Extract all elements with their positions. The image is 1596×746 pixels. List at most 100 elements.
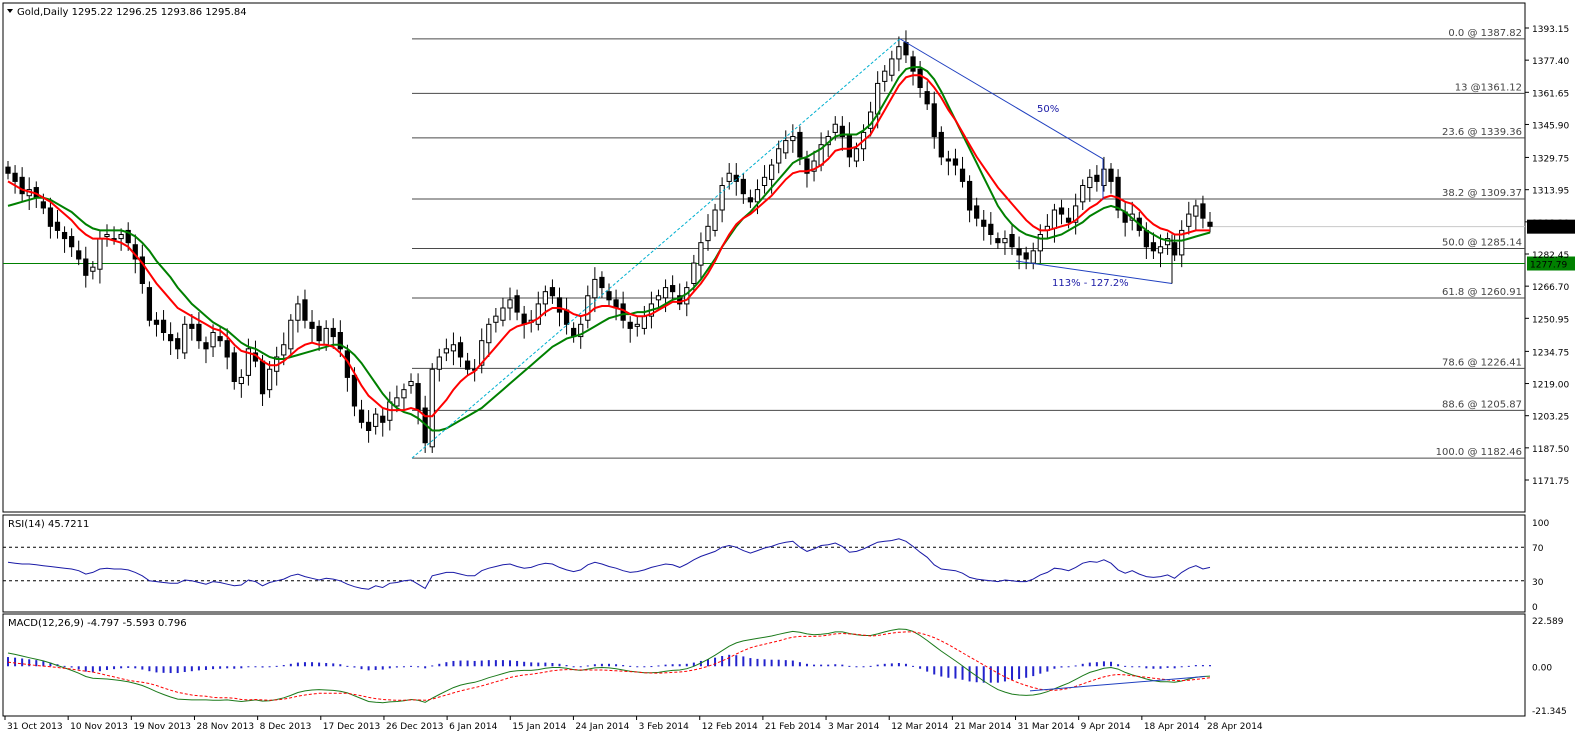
candle-bear [521, 313, 527, 325]
macd-title: MACD(12,26,9) -4.797 -5.593 0.796 [8, 618, 187, 629]
macd-histogram-bar [544, 662, 547, 667]
rsi-title: RSI(14) 45.7211 [8, 519, 89, 530]
macd-histogram-bar [42, 661, 45, 667]
candle-bull [288, 319, 294, 350]
support-line[interactable]: 1277.79 1295.84 [3, 219, 1575, 271]
candle-bear [988, 223, 994, 236]
trend-line-down [899, 38, 1104, 160]
macd-histogram-bar [876, 664, 879, 667]
candle-bear [83, 258, 89, 276]
macd-histogram-bar [466, 660, 469, 667]
candle-bear [917, 68, 923, 89]
macd-histogram-bar [855, 666, 858, 668]
macd-histogram-bar [636, 666, 639, 668]
fib-level-label: 78.6 @ 1226.41 [1442, 357, 1522, 368]
macd-histogram-bar [452, 660, 455, 667]
macd-histogram-bar [558, 663, 561, 667]
candle-bull [853, 148, 860, 162]
macd-histogram-bar [897, 662, 900, 667]
macd-histogram-bar [600, 663, 603, 667]
macd-histogram-bar [91, 666, 94, 673]
time-tick-label: 21 Mar 2014 [954, 722, 1011, 732]
rsi-indicator: 100 70 30 0 [3, 519, 1549, 613]
candle-bear [677, 295, 683, 305]
macd-histogram-bar [381, 666, 384, 670]
time-tick-label: 12 Feb 2014 [702, 722, 758, 732]
candle-bear [139, 256, 145, 285]
candle-bear [1172, 242, 1178, 256]
time-tick-label: 17 Dec 2013 [323, 722, 381, 732]
macd-histogram-bar [1209, 665, 1211, 667]
macd-histogram-bar [1003, 666, 1006, 682]
macd-histogram-bar [1025, 666, 1028, 678]
rsi-tick-label: 30 [1532, 578, 1544, 588]
candle-bear [670, 285, 676, 293]
macd-indicator: 22.589 0.00 -21.345 [7, 617, 1567, 717]
candle-bull [882, 70, 888, 82]
macd-histogram-bar [35, 660, 38, 667]
candle-bull [266, 368, 273, 391]
macd-histogram-bar [254, 666, 257, 668]
candle-bear [995, 238, 1001, 244]
macd-histogram-bar [21, 658, 24, 667]
macd-histogram-bar [14, 657, 17, 667]
macd-histogram-bar [445, 662, 448, 667]
candle-bull [1080, 185, 1086, 203]
rsi-tick-label: 0 [1532, 603, 1538, 613]
dropdown-triangle-icon[interactable] [7, 9, 13, 13]
candle-bull [769, 164, 775, 180]
macd-histogram-bar [813, 664, 816, 667]
macd-histogram-bar [820, 664, 823, 667]
candle-bull [90, 266, 96, 272]
macd-histogram-bar [940, 666, 943, 677]
candle-bear [337, 331, 343, 350]
symbol-info: Gold,Daily 1295.22 1296.25 1293.86 1295.… [17, 7, 247, 18]
rsi-tick-label: 100 [1532, 519, 1549, 529]
macd-histogram-bar [113, 666, 116, 670]
candle-bull [684, 287, 690, 305]
candle-bull [450, 344, 457, 352]
macd-histogram-bar [275, 665, 278, 667]
macd-tick-label: 22.589 [1532, 617, 1564, 627]
time-tick-label: 3 Mar 2014 [828, 722, 880, 732]
macd-histogram-bar [699, 660, 702, 667]
time-tick-label: 19 Nov 2013 [133, 722, 191, 732]
candle-bull [705, 225, 711, 242]
macd-histogram-bar [728, 654, 731, 667]
candle-bull [486, 323, 492, 344]
time-tick-label: 12 Mar 2014 [891, 722, 948, 732]
macd-histogram-bar [657, 665, 660, 667]
macd-histogram-bar [233, 666, 236, 669]
candle-bull [500, 307, 506, 321]
price-tick-label: 1282.45 [1532, 251, 1569, 261]
candle-bull [118, 234, 124, 240]
macd-histogram-bar [49, 662, 52, 667]
candle-bear [981, 219, 987, 227]
candle-bear [1065, 217, 1072, 223]
candle-bear [203, 342, 209, 350]
fib-level-label: 100.0 @ 1182.46 [1436, 447, 1522, 458]
price-tick-label: 1313.95 [1532, 187, 1569, 197]
macd-histogram-bar [551, 662, 554, 667]
extension-base-line [1015, 260, 1173, 284]
macd-histogram-bar [608, 663, 610, 667]
fibonacci-levels: 0.0 @ 1387.82 13 @1361.12 23.6 @ 1339.36 38… [412, 28, 1525, 459]
price-tick-label: 1203.25 [1532, 413, 1569, 423]
candle-bear [61, 231, 68, 240]
macd-histogram-bar [296, 662, 299, 667]
macd-histogram-bar [360, 666, 363, 670]
candle-bull [104, 234, 110, 238]
macd-histogram-bar [162, 666, 165, 673]
macd-histogram-bar [1018, 666, 1021, 679]
candle-bear [259, 360, 266, 395]
trend-lines[interactable] [411, 38, 1173, 459]
candle-bear [1016, 248, 1022, 256]
macd-histogram-bar [1046, 666, 1049, 672]
rsi-tick-label: 70 [1532, 544, 1544, 554]
macd-histogram-bar [431, 665, 434, 667]
candle-bear [457, 342, 464, 358]
candle-bear [358, 409, 365, 423]
macd-tick-label: 0.00 [1532, 663, 1552, 673]
current-price-label: 1295.84 [1530, 224, 1567, 234]
